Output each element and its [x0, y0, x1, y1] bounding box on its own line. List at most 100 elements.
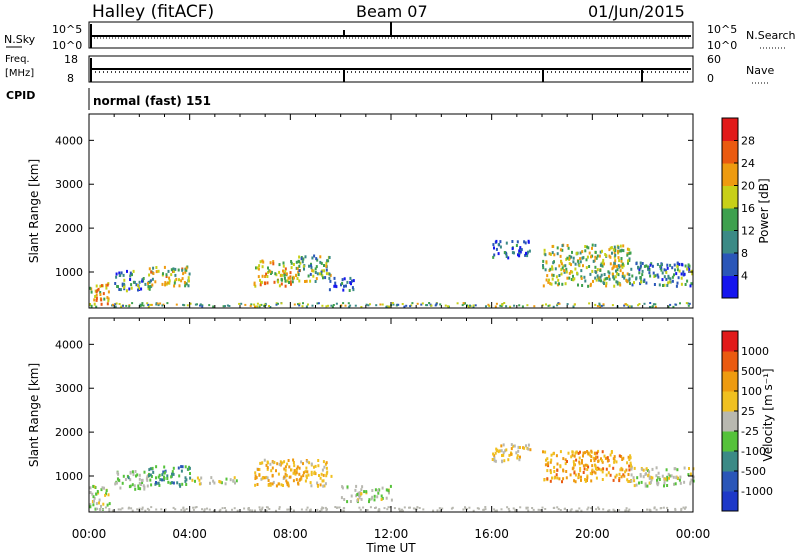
range-cell — [316, 272, 319, 276]
range-cell — [539, 509, 542, 511]
range-cell — [584, 451, 586, 455]
range-cell — [517, 253, 519, 257]
range-cell — [98, 501, 100, 505]
range-cell — [580, 277, 583, 280]
x-tick-label: 16:00 — [474, 527, 509, 541]
range-cell — [156, 302, 159, 305]
range-cell — [102, 502, 105, 506]
range-cell — [620, 257, 623, 260]
range-cell — [298, 279, 301, 283]
range-cell — [542, 264, 544, 267]
power-ylabel: Slant Range [km] — [27, 159, 41, 263]
range-cell — [596, 268, 599, 272]
range-cell — [599, 250, 602, 254]
range-cell — [551, 476, 553, 480]
range-cell — [633, 479, 636, 483]
range-cell — [141, 302, 144, 305]
range-cell — [595, 508, 598, 511]
range-cell — [104, 493, 107, 497]
range-cell — [495, 509, 498, 512]
range-cell — [680, 509, 683, 512]
range-cell — [349, 281, 352, 285]
range-cell — [584, 463, 587, 467]
range-cell — [439, 509, 442, 512]
range-cell — [692, 479, 695, 483]
range-cell — [619, 283, 622, 287]
range-cell — [284, 468, 287, 472]
range-cell — [308, 509, 311, 512]
range-cell — [254, 471, 257, 475]
range-cell — [618, 259, 621, 263]
range-cell — [165, 282, 168, 286]
range-cell — [620, 455, 623, 458]
range-cell — [462, 508, 465, 511]
range-cell — [579, 251, 582, 255]
range-cell — [673, 263, 676, 267]
range-cell — [570, 270, 572, 274]
range-cell — [390, 498, 393, 502]
range-cell — [664, 477, 667, 481]
range-cell — [172, 466, 175, 470]
range-cell — [284, 267, 287, 271]
range-cell — [586, 245, 588, 249]
range-cell — [124, 478, 127, 481]
range-cell — [495, 302, 498, 305]
range-cell — [552, 452, 555, 456]
range-cell — [251, 509, 254, 512]
range-cell — [411, 302, 414, 305]
range-cell — [635, 277, 638, 281]
colorbar-segment — [722, 140, 738, 164]
range-cell — [584, 245, 587, 248]
range-cell — [593, 470, 596, 474]
range-cell — [590, 507, 593, 510]
range-cell — [148, 508, 151, 511]
range-cell — [229, 478, 232, 482]
range-cell — [601, 478, 604, 481]
range-cell — [654, 303, 657, 306]
range-cell — [591, 246, 593, 250]
range-cell — [580, 269, 583, 273]
range-cell — [513, 251, 515, 255]
range-cell — [646, 484, 649, 488]
range-cell — [398, 508, 401, 511]
range-cell — [105, 489, 108, 493]
range-cell — [166, 477, 169, 480]
range-cell — [292, 509, 295, 512]
range-cell — [243, 507, 246, 510]
range-cell — [472, 305, 475, 308]
range-cell — [261, 506, 264, 509]
range-cell — [342, 288, 345, 292]
range-cell — [273, 280, 276, 284]
range-cell — [623, 276, 626, 280]
range-cell — [163, 265, 166, 269]
range-cell — [385, 305, 388, 308]
range-cell — [343, 277, 346, 281]
range-cell — [692, 475, 695, 479]
range-cell — [491, 458, 494, 461]
range-cell — [183, 304, 186, 307]
range-cell — [687, 302, 690, 305]
range-cell — [638, 303, 641, 305]
range-cell — [393, 507, 396, 510]
range-cell — [628, 259, 631, 262]
range-cell — [174, 267, 177, 271]
range-cell — [112, 303, 114, 306]
range-cell — [160, 508, 163, 511]
range-cell — [651, 264, 654, 268]
range-cell — [170, 475, 173, 479]
range-cell — [615, 460, 618, 464]
range-cell — [516, 456, 519, 460]
range-cell — [594, 303, 597, 306]
range-cell — [688, 302, 691, 305]
range-cell — [508, 453, 511, 457]
range-cell — [129, 470, 132, 474]
range-cell — [194, 506, 197, 509]
x-tick-label: 00:00 — [72, 527, 107, 541]
range-cell — [662, 284, 664, 287]
range-cell — [360, 497, 363, 501]
range-cell — [386, 508, 389, 511]
range-cell — [341, 486, 344, 490]
range-cell — [667, 281, 670, 285]
range-cell — [515, 244, 518, 247]
